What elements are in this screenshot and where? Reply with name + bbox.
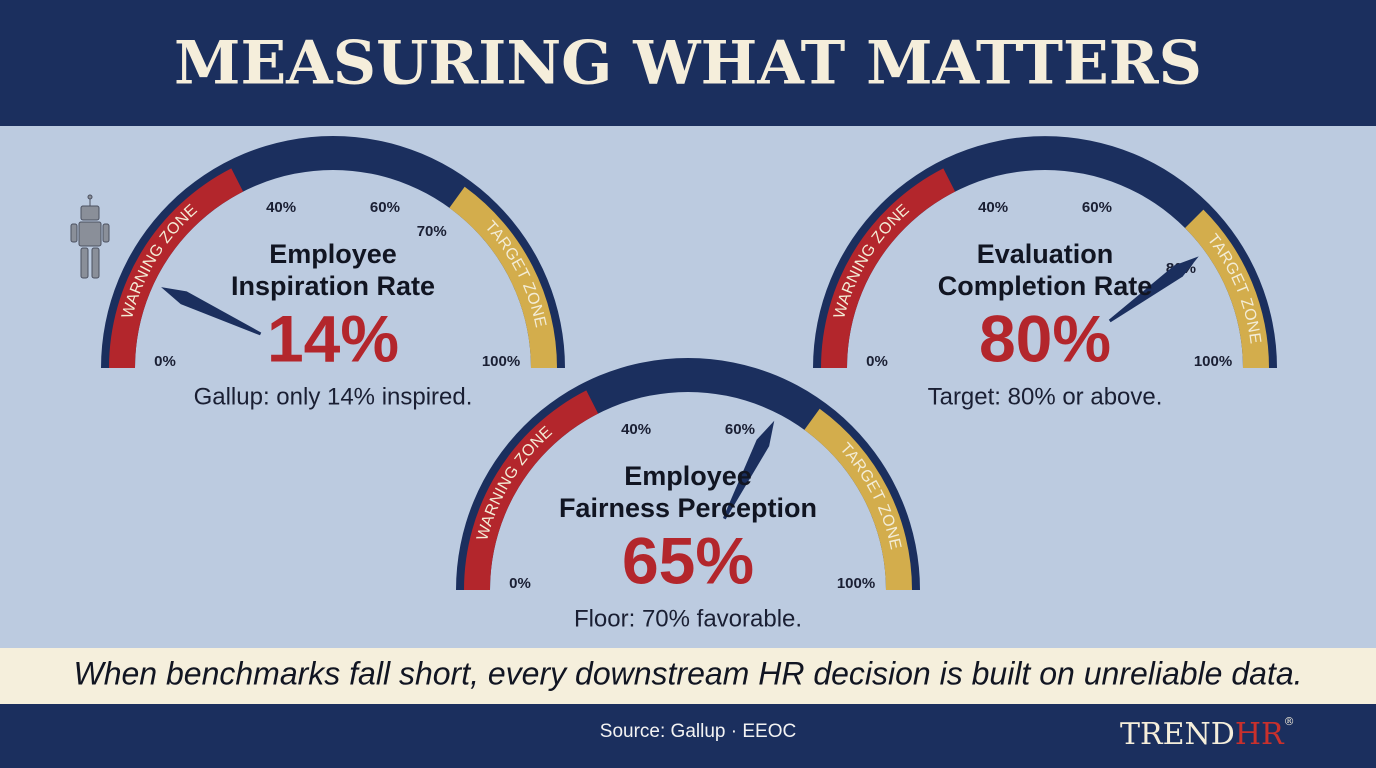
- gauge-zone: [449, 186, 557, 368]
- banner-band: [0, 648, 1376, 704]
- logo-right: HR: [1235, 717, 1285, 752]
- page-title: MEASURING WHAT MATTERS: [174, 29, 1202, 99]
- gauge-title: Inspiration Rate: [231, 271, 435, 301]
- tick-label: 40%: [266, 199, 296, 216]
- gauge-title: Evaluation: [977, 239, 1114, 269]
- gauge-title: Fairness Perception: [559, 493, 817, 523]
- tick-label: 100%: [482, 353, 520, 370]
- tick-label: 0%: [154, 353, 176, 370]
- logo-mark: ®: [1284, 715, 1295, 728]
- robot-icon: [70, 194, 110, 279]
- gauge-note: Target: 80% or above.: [928, 383, 1163, 410]
- tick-label: 40%: [978, 199, 1008, 216]
- tick-label: 40%: [621, 421, 651, 438]
- logo: TRENDHR®: [1120, 715, 1295, 752]
- gauge-zone: [109, 168, 244, 368]
- gauge-needle: [722, 420, 775, 520]
- tick-label: 100%: [837, 575, 875, 592]
- gauge-zone: [1185, 209, 1269, 368]
- gauge-value: 14%: [267, 301, 399, 375]
- tick-label: 0%: [866, 353, 888, 370]
- tick-label: 100%: [1194, 353, 1232, 370]
- tick-label: 60%: [1082, 199, 1112, 216]
- gauge-needle: [1108, 256, 1199, 323]
- gauge-value: 65%: [622, 523, 754, 597]
- source: Source: Gallup · EEOC: [600, 721, 796, 742]
- gauge-value: 80%: [979, 301, 1111, 375]
- header-band: [0, 0, 1376, 126]
- gauge-zone: [821, 168, 956, 368]
- tick-label: 0%: [509, 575, 531, 592]
- gauge-zone: [464, 390, 599, 590]
- banner-text: When benchmarks fall short, every downst…: [73, 655, 1302, 691]
- tick-label: 60%: [725, 421, 755, 438]
- logo-left: TREND: [1120, 717, 1235, 752]
- gauge-zone: [804, 408, 912, 590]
- gauge-needle: [161, 287, 262, 336]
- tick-label: 70%: [417, 223, 447, 240]
- gauge-note: Floor: 70% favorable.: [574, 605, 802, 632]
- gauge-title: Employee: [269, 239, 397, 269]
- gauge-note: Gallup: only 14% inspired.: [194, 383, 473, 410]
- gauge-title: Employee: [624, 461, 752, 491]
- gauge-title: Completion Rate: [938, 271, 1153, 301]
- tick-label: 60%: [370, 199, 400, 216]
- footer-band: [0, 704, 1376, 768]
